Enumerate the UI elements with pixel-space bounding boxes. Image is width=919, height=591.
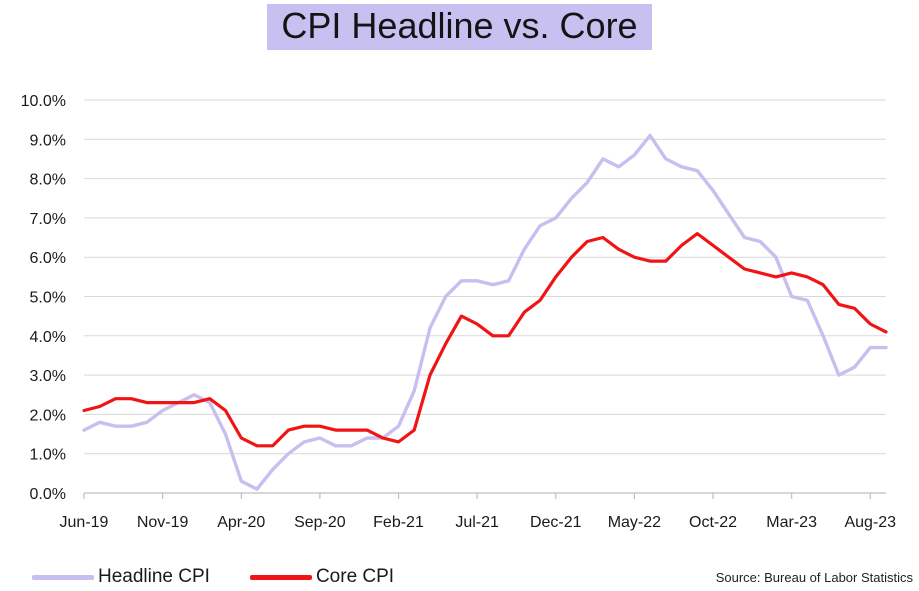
y-tick-label: 10.0% — [21, 93, 66, 110]
y-axis-ticks: 0.0% 1.0% 2.0% 3.0% 4.0% 5.0% 6.0% 7.0% 8.0% 9.0%… — [21, 93, 66, 503]
legend-label-core: Core CPI — [315, 566, 395, 587]
legend-swatch-core — [249, 574, 312, 580]
legend-label-headline: Headline CPI — [98, 566, 210, 587]
y-tick-label: 8.0% — [30, 172, 66, 189]
x-tick-label: Nov-19 — [137, 514, 189, 531]
x-tick-label: Apr-20 — [217, 514, 265, 531]
x-tick-label: Jun-19 — [60, 514, 109, 531]
x-tick-label: Feb-21 — [373, 514, 424, 531]
x-tick-label: May-22 — [608, 514, 661, 531]
gridlines — [84, 99, 886, 455]
x-tick-label: Oct-22 — [689, 514, 737, 531]
y-tick-label: 7.0% — [30, 211, 66, 228]
x-tick-label: Jul-21 — [455, 514, 499, 531]
x-axis: Jun-19 Nov-19 Apr-20 Sep-20 Feb-21 Jul-21 Dec-… — [60, 492, 896, 531]
legend-item-core: Core CPI — [249, 566, 395, 588]
y-tick-label: 3.0% — [30, 368, 66, 385]
y-tick-label: 1.0% — [30, 447, 66, 464]
legend: Headline CPI Core CPI — [32, 566, 434, 588]
y-tick-label: 5.0% — [30, 290, 66, 307]
chart-title: CPI Headline vs. Core — [267, 4, 652, 50]
y-tick-label: 0.0% — [30, 486, 66, 503]
legend-swatch-headline — [32, 574, 94, 580]
y-tick-label: 2.0% — [30, 407, 66, 424]
series-line-headline-cpi — [82, 133, 888, 491]
y-tick-label: 9.0% — [30, 132, 66, 149]
x-tick-label: Mar-23 — [766, 514, 817, 531]
source-note: Source: Bureau of Labor Statistics — [715, 570, 913, 585]
legend-item-headline: Headline CPI — [32, 566, 210, 588]
x-tick-label: Aug-23 — [844, 514, 896, 531]
series-line-core-cpi — [82, 232, 888, 448]
y-tick-label: 6.0% — [30, 250, 66, 267]
x-tick-label: Dec-21 — [530, 514, 582, 531]
chart-title-container: CPI Headline vs. Core — [0, 4, 919, 50]
series-lines — [82, 133, 888, 491]
x-tick-label: Sep-20 — [294, 514, 346, 531]
y-tick-label: 4.0% — [30, 329, 66, 346]
